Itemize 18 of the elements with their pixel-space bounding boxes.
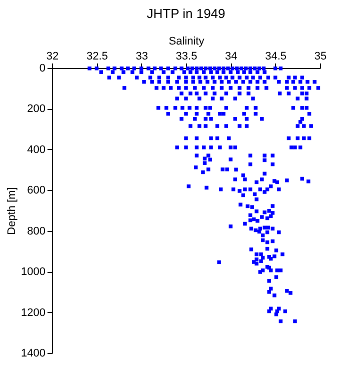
y-axis-title: Depth [m]: [6, 187, 18, 235]
x-tick-label: 34.5: [265, 50, 287, 62]
y-tick-label: 1400: [21, 348, 46, 360]
y-tick-label: 800: [27, 225, 46, 238]
x-tick-label: 33.5: [176, 50, 198, 62]
y-tick-label: 400: [27, 144, 46, 156]
y-tick-label: 600: [27, 184, 46, 197]
x-tick-label: 34: [225, 50, 238, 62]
chart-title: JHTP in 1949: [146, 6, 226, 21]
y-tick-label: 1000: [21, 266, 46, 278]
y-tick-label: 200: [27, 103, 46, 116]
y-tick-label: 1200: [21, 306, 46, 319]
x-tick-label: 32.5: [86, 50, 108, 62]
y-tick-label: 0: [39, 62, 46, 74]
x-tick-label: 33: [136, 50, 148, 62]
x-axis-title: Salinity: [168, 36, 205, 48]
x-tick-label: 32: [46, 50, 59, 62]
x-tick-label: 35: [314, 50, 327, 62]
